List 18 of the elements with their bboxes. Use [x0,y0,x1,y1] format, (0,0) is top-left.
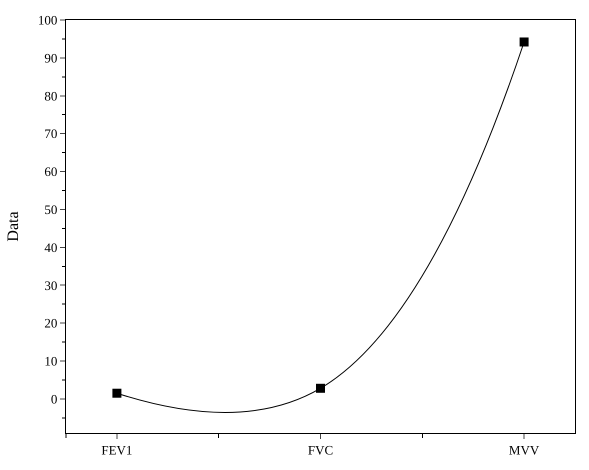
y-tick-label: 40 [44,240,58,255]
y-tick-label: 50 [44,202,58,217]
y-tick-label: 70 [44,126,58,142]
point [520,37,529,46]
y-tick-label: 20 [44,316,58,331]
y-tick-label: 90 [44,50,58,66]
x-tick-label: MVV [508,442,540,458]
x-tick-label: FEV1 [101,442,132,458]
y-tick-label: 60 [44,164,58,180]
y-tick-label: 0 [50,391,58,406]
point [316,384,325,393]
y-axis-title: Data [4,211,22,242]
y-tick-label: 100 [38,12,58,28]
y-tick-label: 80 [44,88,58,104]
y-tick-label: 10 [44,354,58,369]
y-tick-label: 30 [44,278,58,293]
x-tick-label: FVC [308,442,334,458]
point [112,388,122,398]
